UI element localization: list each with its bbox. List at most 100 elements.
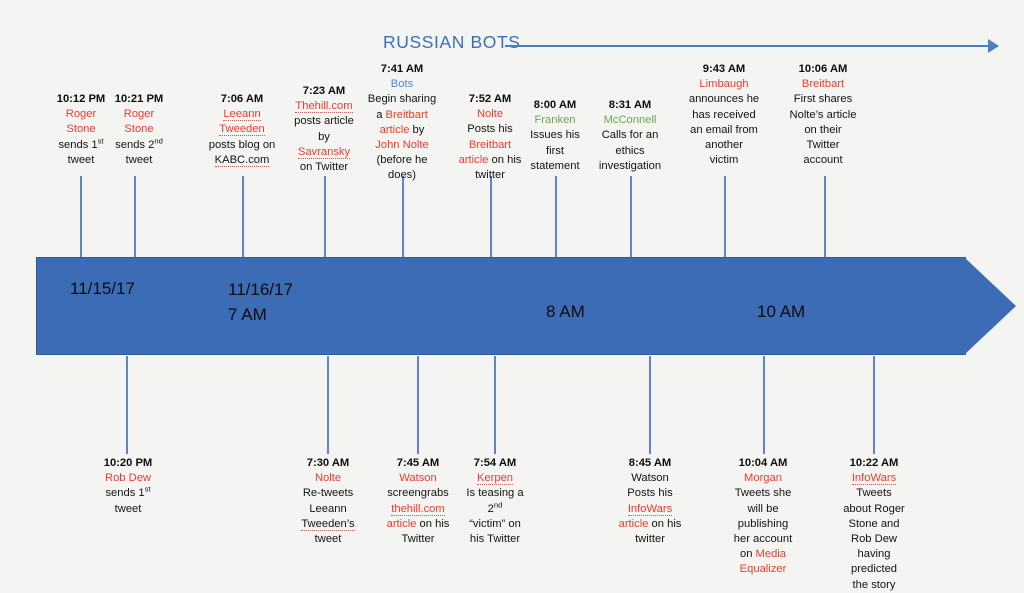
event-description: McConnell Calls for an ethics investigation	[588, 113, 672, 174]
event-line: an email from	[678, 123, 770, 138]
timeline-bar-body	[36, 257, 966, 355]
event-text: st	[144, 484, 151, 494]
event-text: predicted	[850, 563, 898, 576]
timeline-event: 7:54 AM Kerpen Is teasing a 2nd “victim” on h…	[456, 456, 534, 547]
event-line: 2nd	[456, 501, 534, 517]
event-line: the story	[832, 578, 916, 593]
event-line: Morgan	[722, 471, 804, 486]
event-line: Breitbart	[450, 138, 530, 153]
timeline-event: 7:23 AM Thehill.com posts article by Savrans…	[282, 84, 366, 175]
title-rule	[505, 45, 992, 47]
event-line: Leeann	[198, 107, 286, 122]
event-connector-line	[80, 176, 82, 258]
title-row: RUSSIAN BOTS	[0, 16, 1024, 53]
event-time: 10:06 AM	[798, 63, 848, 75]
event-text: Tweeden	[219, 123, 265, 137]
timeline-bar-label: 11/16/17	[228, 280, 293, 299]
event-line: Posts his	[450, 122, 530, 137]
event-text: another	[705, 139, 743, 152]
event-line: Posts his	[610, 486, 690, 501]
event-text: the story	[852, 578, 896, 591]
event-text: a	[376, 108, 386, 121]
event-line: having	[832, 547, 916, 562]
event-connector-line	[327, 356, 329, 454]
event-line: Roger	[46, 107, 116, 122]
event-text: Posts his	[467, 123, 513, 136]
event-text: Nolte	[476, 108, 504, 121]
event-time: 8:00 AM	[533, 99, 577, 111]
event-text: Stone and	[848, 517, 900, 530]
event-text: Franken	[534, 114, 576, 127]
timeline-event: 7:41 AM Bots Begin sharing a Breitbart artic…	[360, 62, 444, 184]
event-line: Leeann	[292, 502, 364, 517]
event-connector-line	[873, 356, 875, 454]
event-connector-line	[630, 176, 632, 258]
event-description: Franken Issues his first statement	[519, 113, 591, 174]
event-text: sends 1	[105, 487, 145, 500]
timeline-event: 7:52 AM Nolte Posts his Breitbart article on…	[450, 92, 530, 183]
event-text: Twitter	[806, 139, 840, 152]
event-line: sends 2nd	[104, 135, 174, 153]
event-text: sends 2	[115, 138, 155, 151]
event-connector-line	[417, 356, 419, 454]
event-line: his Twitter	[456, 532, 534, 547]
timeline-bar-label: 10 AM	[757, 302, 806, 321]
event-text: “victim” on	[469, 517, 521, 530]
event-text: Kerpen	[476, 472, 514, 486]
event-text: account	[803, 154, 843, 167]
event-text: posts article	[294, 115, 354, 128]
event-time: 10:22 AM	[849, 457, 899, 469]
event-text: his Twitter	[469, 533, 521, 546]
event-line: posts blog on	[198, 138, 286, 153]
event-time: 7:52 AM	[468, 93, 512, 105]
event-line: Nolte	[292, 471, 364, 486]
event-text: does)	[388, 169, 416, 182]
event-line: First shares	[778, 92, 868, 107]
event-description: Bots Begin sharing a Breitbart article by Jo…	[360, 77, 444, 183]
event-line: account	[778, 153, 868, 168]
event-time: 7:54 AM	[473, 457, 517, 469]
event-line: twitter	[450, 168, 530, 183]
event-text: nd	[154, 135, 163, 145]
event-description: Watson screengrabs thehill.com article on h…	[378, 471, 458, 547]
event-line: tweet	[104, 153, 174, 168]
event-text: twitter	[475, 169, 505, 182]
event-text: Watson	[399, 472, 437, 485]
event-text: will be	[747, 502, 779, 515]
event-line: article on his	[378, 517, 458, 532]
event-time: 10:20 PM	[103, 457, 153, 469]
event-text: tweet	[125, 153, 153, 166]
event-line: Breitbart	[778, 77, 868, 92]
event-line: Tweets	[832, 486, 916, 501]
event-description: Thehill.com posts article by Savransky on Tw…	[282, 99, 366, 175]
event-line: Equalizer	[722, 562, 804, 577]
event-connector-line	[126, 356, 128, 454]
event-text: by	[318, 130, 330, 143]
event-text: (before he	[376, 154, 428, 167]
event-text: an email from	[690, 123, 758, 136]
event-line: screengrabs	[378, 486, 458, 501]
event-description: Nolte Posts his Breitbart article on his twi…	[450, 107, 530, 183]
event-text: thehill.com	[391, 502, 445, 516]
event-time: 7:06 AM	[220, 93, 264, 105]
event-line: “victim” on	[456, 517, 534, 532]
event-text: tweet	[314, 533, 342, 546]
event-time: 10:12 PM	[56, 93, 106, 105]
event-connector-line	[724, 176, 726, 258]
event-line: article on his	[450, 153, 530, 168]
event-line: Thehill.com	[282, 99, 366, 114]
event-text: Equalizer	[739, 563, 787, 576]
event-line: on Media	[722, 547, 804, 562]
event-line: Begin sharing	[360, 92, 444, 107]
event-text: John Nolte	[375, 139, 429, 152]
event-connector-line	[402, 176, 404, 258]
event-time: 8:45 AM	[628, 457, 672, 469]
event-text: Tweets she	[734, 487, 792, 500]
event-connector-line	[134, 176, 136, 258]
event-time: 7:23 AM	[302, 85, 346, 97]
event-line: John Nolte	[360, 138, 444, 153]
event-text: victim	[709, 154, 739, 167]
event-line: Nolte	[450, 107, 530, 122]
event-line: investigation	[588, 159, 672, 174]
event-line: Rob Dew	[832, 532, 916, 547]
